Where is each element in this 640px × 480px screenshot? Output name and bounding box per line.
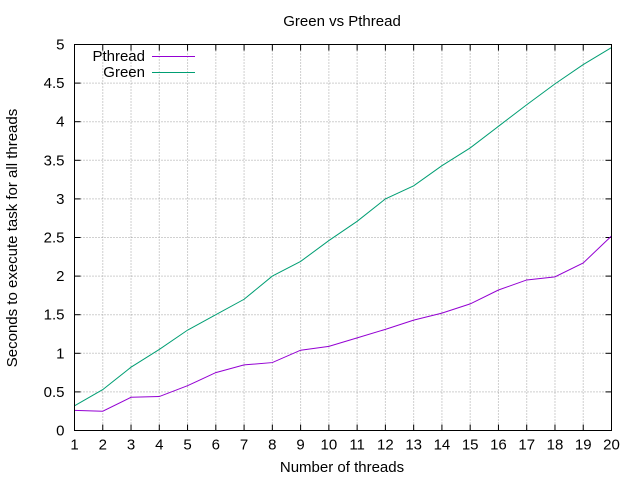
grid — [74, 44, 612, 431]
x-tick-label: 4 — [155, 437, 163, 454]
series-lines — [74, 47, 612, 412]
x-tick-label: 16 — [490, 437, 507, 454]
x-tick-label: 1 — [70, 437, 78, 454]
x-tick-label: 6 — [212, 437, 220, 454]
x-tick-label: 14 — [434, 437, 451, 454]
series-line-pthread — [74, 235, 612, 412]
series-line-green — [74, 47, 612, 407]
x-tick-label: 13 — [405, 437, 422, 454]
x-axis-title: Number of threads — [280, 459, 404, 476]
x-tick-label: 20 — [603, 437, 620, 454]
legend-label-pthread: Pthread — [92, 48, 145, 65]
x-tick-label: 8 — [268, 437, 276, 454]
legend-label-green: Green — [103, 64, 145, 81]
y-tick-label: 3 — [56, 191, 64, 208]
x-tick-label: 17 — [518, 437, 535, 454]
chart-title: Green vs Pthread — [283, 13, 401, 30]
axis-ticks — [74, 44, 612, 431]
x-tick-label: 10 — [321, 437, 338, 454]
legend: Pthread Green — [92, 48, 195, 81]
x-tick-label: 11 — [349, 437, 365, 454]
x-tick-label: 18 — [547, 437, 564, 454]
x-tick-label: 19 — [575, 437, 592, 454]
x-tick-label: 3 — [127, 437, 135, 454]
plot-frame — [74, 44, 612, 431]
x-tick-label: 2 — [99, 437, 107, 454]
y-tick-label: 0.5 — [44, 384, 65, 401]
x-tick-label: 5 — [183, 437, 191, 454]
x-tick-label: 12 — [377, 437, 394, 454]
y-tick-label: 0 — [56, 423, 64, 440]
y-tick-label: 5 — [56, 37, 64, 54]
y-tick-label: 1.5 — [44, 307, 65, 324]
y-axis-title: Seconds to execute task for all threads — [4, 109, 21, 367]
x-tick-label: 15 — [462, 437, 479, 454]
y-tick-label: 1 — [56, 345, 64, 362]
y-tick-label: 2 — [56, 268, 64, 285]
y-tick-label: 2.5 — [44, 230, 65, 247]
x-tick-label: 7 — [240, 437, 248, 454]
x-tick-label: 9 — [296, 437, 304, 454]
y-tick-label: 4 — [56, 114, 64, 131]
y-tick-label: 3.5 — [44, 152, 65, 169]
y-tick-label: 4.5 — [44, 75, 65, 92]
